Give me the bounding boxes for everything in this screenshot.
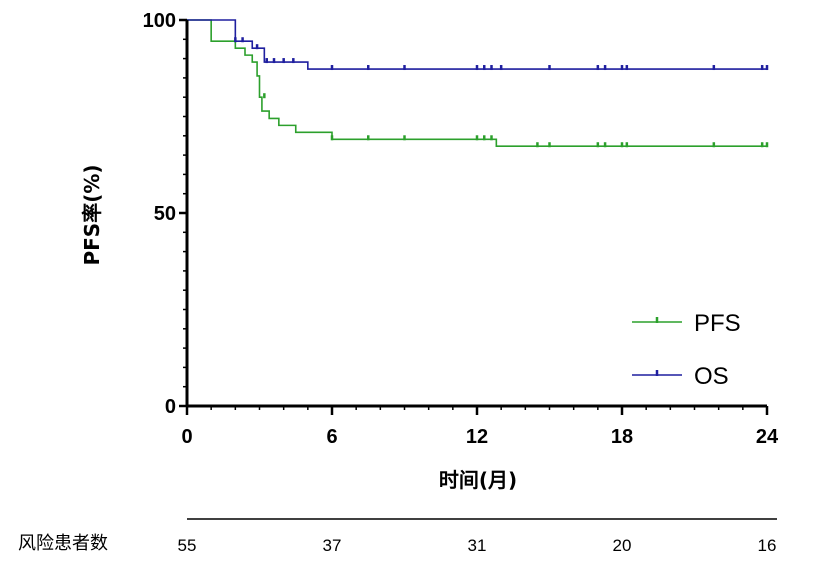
risk-count: 31 xyxy=(468,536,487,555)
axes: 0 50 100 0 6 12 18 24 xyxy=(143,10,779,448)
x-tick-label: 24 xyxy=(756,426,779,448)
risk-count: 16 xyxy=(758,536,777,555)
legend-label-pfs: PFS xyxy=(694,310,741,337)
x-tick-label: 18 xyxy=(611,426,633,448)
plot-area xyxy=(187,19,769,148)
risk-count: 55 xyxy=(178,536,197,555)
x-tick-label: 12 xyxy=(466,426,488,448)
y-axis-title: PFS率(%) xyxy=(80,164,104,265)
y-tick-label: 0 xyxy=(165,396,176,418)
risk-count: 37 xyxy=(323,536,342,555)
y-tick-label: 100 xyxy=(143,10,176,32)
x-tick-label: 6 xyxy=(326,426,337,448)
legend: PFS OS xyxy=(632,310,741,390)
series-line-pfs xyxy=(187,19,767,148)
risk-table-label: 风险患者数 xyxy=(18,533,108,554)
x-axis-title: 时间(月) xyxy=(439,468,517,492)
legend-label-os: OS xyxy=(694,363,729,390)
risk-table: 风险患者数 55 37 31 20 16 xyxy=(18,518,777,555)
y-tick-label: 50 xyxy=(154,203,176,225)
x-tick-label: 0 xyxy=(181,426,192,448)
risk-count: 20 xyxy=(613,536,632,555)
